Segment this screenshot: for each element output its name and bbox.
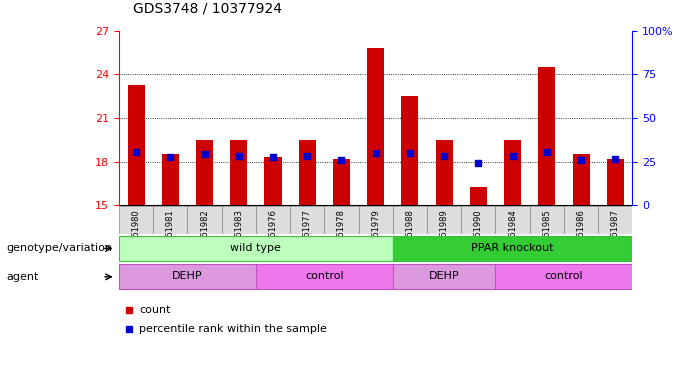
FancyBboxPatch shape xyxy=(564,206,598,234)
Point xyxy=(233,153,244,159)
Bar xyxy=(573,154,590,205)
FancyBboxPatch shape xyxy=(256,265,393,289)
Text: GSM461983: GSM461983 xyxy=(235,209,243,260)
Text: genotype/variation: genotype/variation xyxy=(7,243,113,253)
Bar xyxy=(401,96,418,205)
FancyBboxPatch shape xyxy=(188,206,222,234)
Text: PPAR knockout: PPAR knockout xyxy=(471,243,554,253)
Bar xyxy=(162,154,179,205)
FancyBboxPatch shape xyxy=(222,206,256,234)
FancyBboxPatch shape xyxy=(393,265,496,289)
Point xyxy=(302,153,313,159)
FancyBboxPatch shape xyxy=(119,236,393,261)
FancyBboxPatch shape xyxy=(256,206,290,234)
Point xyxy=(541,149,552,155)
Point xyxy=(131,149,141,155)
Text: GSM461979: GSM461979 xyxy=(371,209,380,260)
Text: GSM461978: GSM461978 xyxy=(337,209,346,260)
Text: percentile rank within the sample: percentile rank within the sample xyxy=(139,324,327,334)
FancyBboxPatch shape xyxy=(530,206,564,234)
Bar xyxy=(333,159,350,205)
Text: GSM461976: GSM461976 xyxy=(269,209,277,260)
Text: GSM461985: GSM461985 xyxy=(543,209,551,260)
Point xyxy=(473,160,484,166)
FancyBboxPatch shape xyxy=(153,206,188,234)
Text: agent: agent xyxy=(7,272,39,282)
Bar xyxy=(196,140,213,205)
Text: GSM461986: GSM461986 xyxy=(577,209,585,260)
Bar xyxy=(299,140,316,205)
FancyBboxPatch shape xyxy=(496,265,632,289)
Text: wild type: wild type xyxy=(231,243,282,253)
Text: GDS3748 / 10377924: GDS3748 / 10377924 xyxy=(133,2,282,15)
Text: DEHP: DEHP xyxy=(172,271,203,281)
Point xyxy=(610,156,621,162)
Point xyxy=(439,153,449,159)
FancyBboxPatch shape xyxy=(119,206,153,234)
Text: GSM461982: GSM461982 xyxy=(200,209,209,260)
Point xyxy=(507,153,518,159)
Text: GSM461980: GSM461980 xyxy=(132,209,141,260)
Point xyxy=(165,154,175,161)
FancyBboxPatch shape xyxy=(393,206,427,234)
Bar xyxy=(231,140,248,205)
Text: GSM461981: GSM461981 xyxy=(166,209,175,260)
Bar xyxy=(607,159,624,205)
Text: GSM461987: GSM461987 xyxy=(611,209,619,260)
Point xyxy=(405,150,415,156)
FancyBboxPatch shape xyxy=(427,206,461,234)
Text: control: control xyxy=(305,271,343,281)
Bar xyxy=(265,157,282,205)
Text: GSM461990: GSM461990 xyxy=(474,209,483,260)
Point xyxy=(336,157,347,163)
Text: count: count xyxy=(139,305,171,315)
Text: GSM461988: GSM461988 xyxy=(405,209,414,260)
Text: GSM461977: GSM461977 xyxy=(303,209,311,260)
FancyBboxPatch shape xyxy=(461,206,496,234)
Point xyxy=(370,150,381,156)
Text: GSM461989: GSM461989 xyxy=(440,209,449,260)
FancyBboxPatch shape xyxy=(393,236,632,261)
Bar xyxy=(539,67,556,205)
Text: GSM461984: GSM461984 xyxy=(508,209,517,260)
Bar xyxy=(436,140,453,205)
Bar xyxy=(128,84,145,205)
Point xyxy=(199,151,210,157)
Text: DEHP: DEHP xyxy=(429,271,460,281)
FancyBboxPatch shape xyxy=(119,265,256,289)
Point xyxy=(575,157,586,163)
FancyBboxPatch shape xyxy=(598,206,632,234)
FancyBboxPatch shape xyxy=(358,206,393,234)
Point xyxy=(267,154,279,161)
Bar xyxy=(367,48,384,205)
Bar xyxy=(470,187,487,205)
FancyBboxPatch shape xyxy=(290,206,324,234)
FancyBboxPatch shape xyxy=(324,206,358,234)
FancyBboxPatch shape xyxy=(496,206,530,234)
Text: control: control xyxy=(545,271,583,281)
Bar xyxy=(504,140,521,205)
